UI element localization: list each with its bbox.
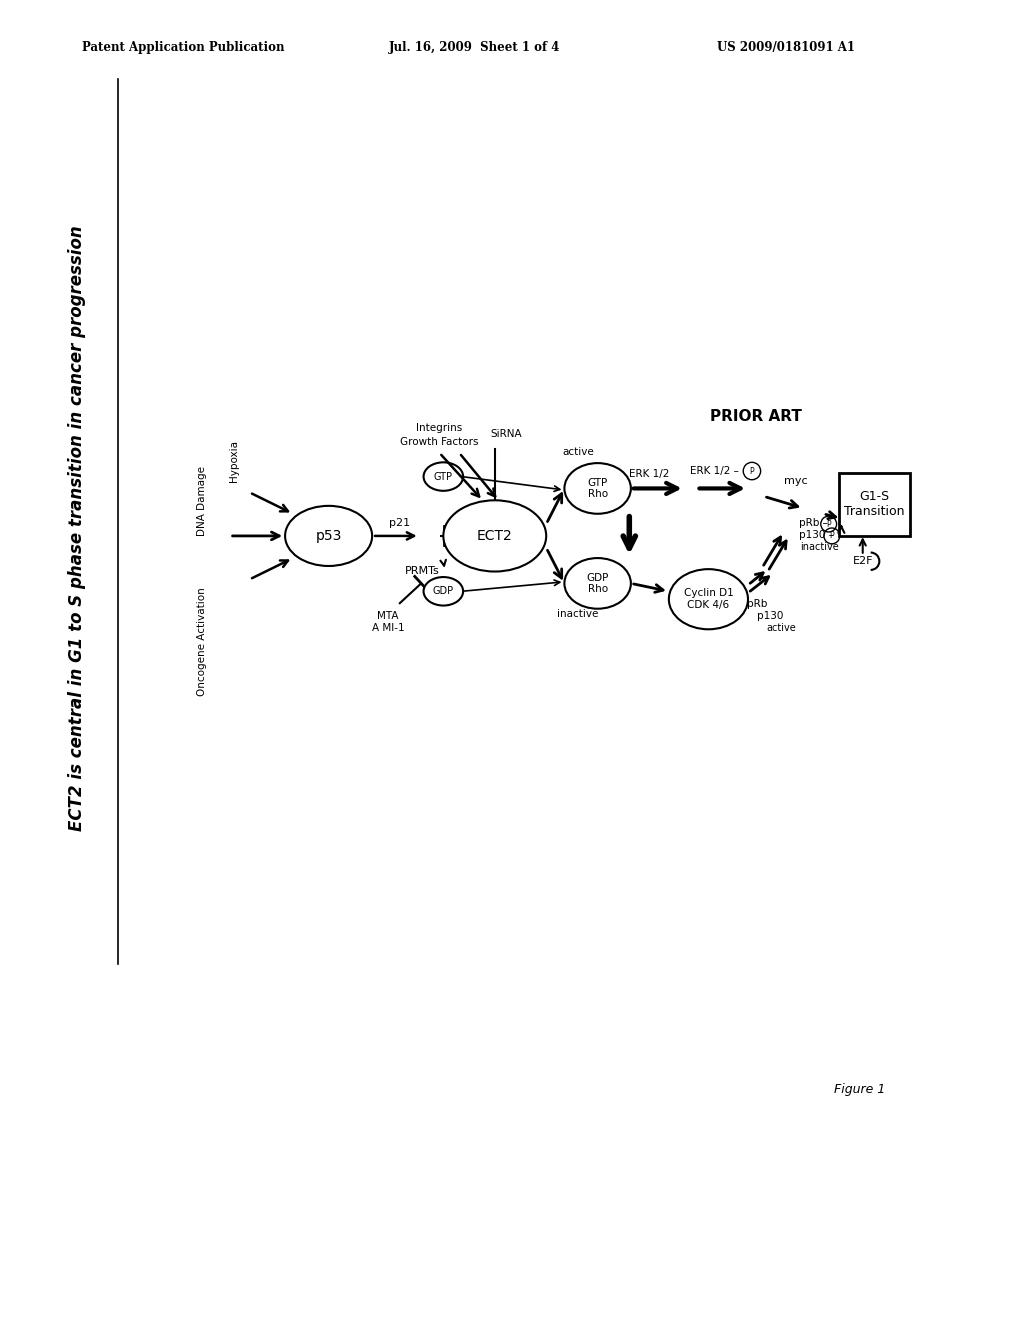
Text: active: active xyxy=(766,623,796,632)
Ellipse shape xyxy=(669,569,748,630)
Text: Oncogene Activation: Oncogene Activation xyxy=(197,587,207,696)
Text: GTP
Rho: GTP Rho xyxy=(588,478,608,499)
Ellipse shape xyxy=(443,500,546,572)
Ellipse shape xyxy=(564,463,631,513)
Text: Figure 1: Figure 1 xyxy=(835,1082,886,1096)
Ellipse shape xyxy=(285,506,372,566)
Text: Integrins: Integrins xyxy=(417,424,463,433)
Text: A MI-1: A MI-1 xyxy=(372,623,404,632)
Text: inactive: inactive xyxy=(557,609,599,619)
Text: inactive: inactive xyxy=(800,543,839,552)
Text: myc: myc xyxy=(783,477,807,487)
Text: GTP: GTP xyxy=(434,471,453,482)
Text: E2F: E2F xyxy=(852,556,873,565)
Ellipse shape xyxy=(424,462,463,491)
Text: p21: p21 xyxy=(389,519,411,528)
Text: p130: p130 xyxy=(757,611,783,620)
Text: pRb: pRb xyxy=(748,599,768,609)
Text: Patent Application Publication: Patent Application Publication xyxy=(82,41,285,54)
Text: GDP
Rho: GDP Rho xyxy=(587,573,609,594)
Text: G1-S
Transition: G1-S Transition xyxy=(845,490,905,519)
Text: P: P xyxy=(829,532,835,540)
Text: Jul. 16, 2009  Sheet 1 of 4: Jul. 16, 2009 Sheet 1 of 4 xyxy=(389,41,560,54)
Ellipse shape xyxy=(564,558,631,609)
Text: ERK 1/2 –: ERK 1/2 – xyxy=(690,466,742,477)
Text: p130 –: p130 – xyxy=(800,531,838,540)
Text: Hypoxia: Hypoxia xyxy=(228,440,239,482)
Text: Growth Factors: Growth Factors xyxy=(400,437,478,447)
Text: p53: p53 xyxy=(315,529,342,543)
Text: DNA Damage: DNA Damage xyxy=(197,466,207,536)
Text: Cyclin D1
CDK 4/6: Cyclin D1 CDK 4/6 xyxy=(684,589,733,610)
Text: MTA: MTA xyxy=(377,611,398,620)
Text: US 2009/0181091 A1: US 2009/0181091 A1 xyxy=(717,41,855,54)
Text: active: active xyxy=(562,447,594,457)
Text: ECT2 is central in G1 to S phase transition in cancer progression: ECT2 is central in G1 to S phase transit… xyxy=(68,226,86,830)
FancyBboxPatch shape xyxy=(840,473,909,536)
Ellipse shape xyxy=(424,577,463,606)
Text: ERK 1/2: ERK 1/2 xyxy=(629,469,670,479)
Text: P: P xyxy=(750,466,755,475)
Text: PRMTs: PRMTs xyxy=(404,566,439,576)
Text: ECT2: ECT2 xyxy=(477,529,513,543)
Text: SiRNA: SiRNA xyxy=(490,429,522,440)
Text: PRIOR ART: PRIOR ART xyxy=(710,409,802,424)
Text: P: P xyxy=(826,520,831,528)
Text: pRb –: pRb – xyxy=(800,519,831,528)
Text: GDP: GDP xyxy=(433,586,454,597)
